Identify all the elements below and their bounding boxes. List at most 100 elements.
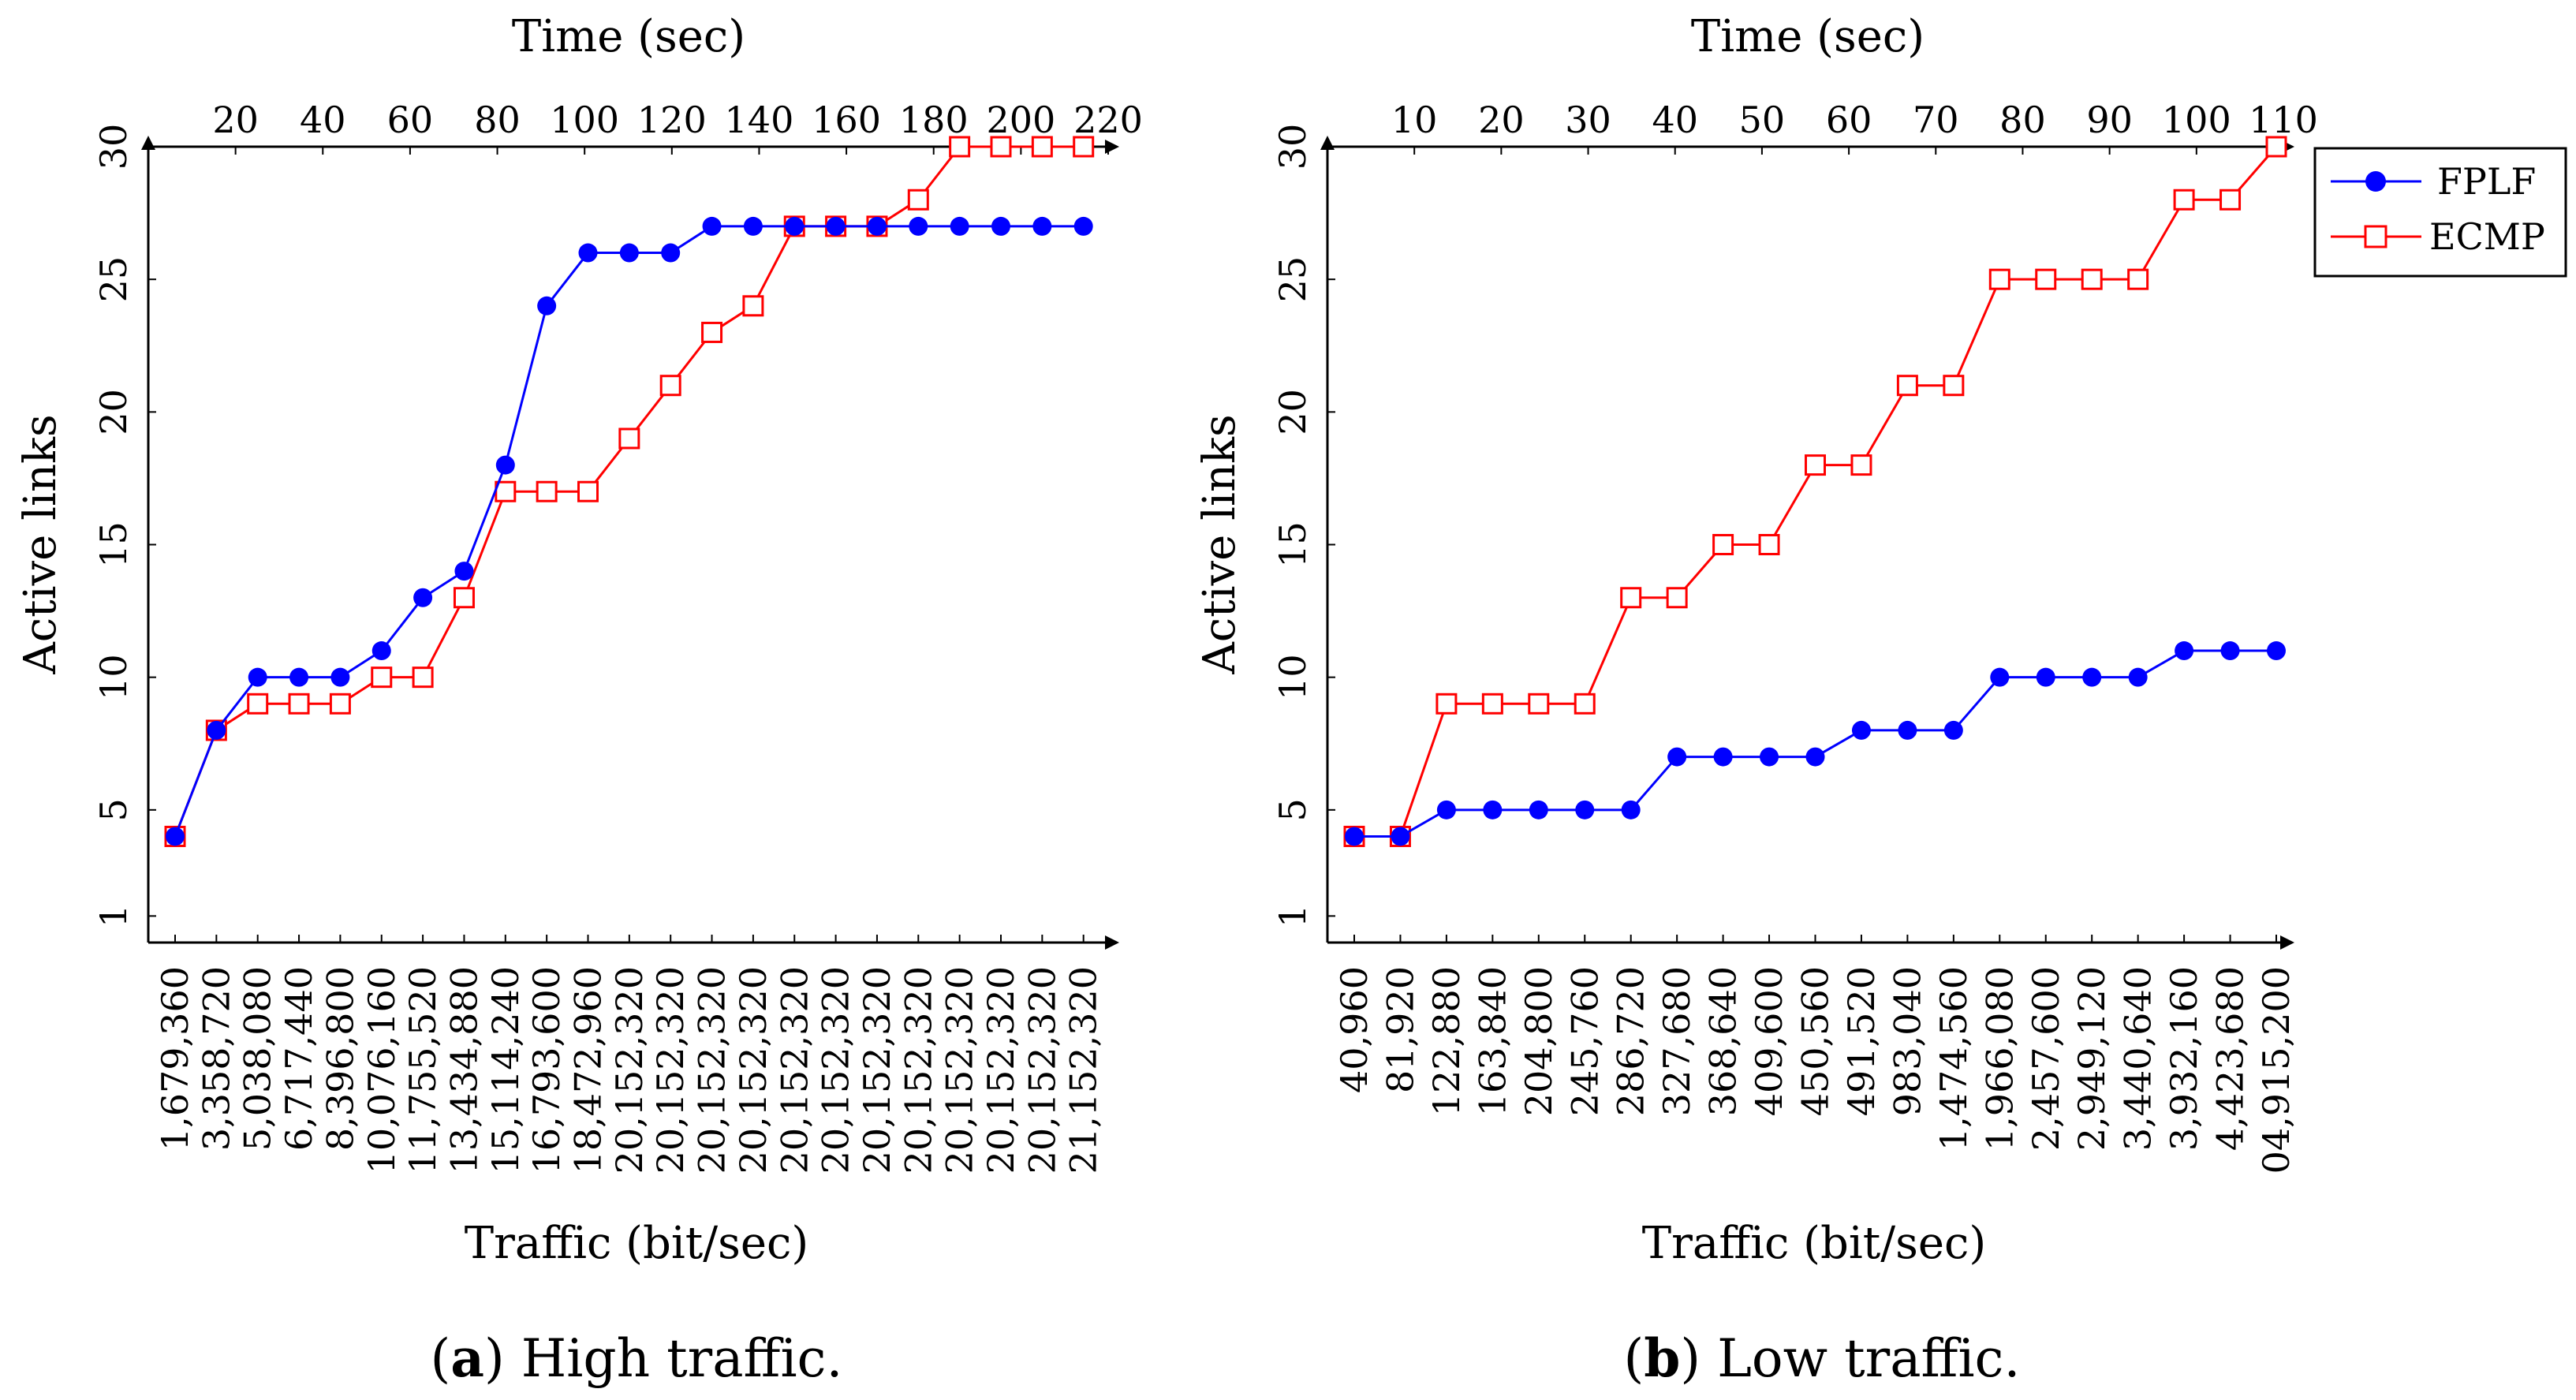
legend-ecmp-label: ECMP	[2429, 215, 2545, 258]
chart-a-top-axis-arrow	[1105, 140, 1119, 154]
chart-b-fplf-point	[1621, 800, 1641, 819]
chart-b-ecmp-point	[1574, 693, 1596, 715]
chart-a-ecmp-point	[742, 295, 764, 317]
chart-b-fplf-point	[1667, 747, 1687, 767]
chart-a-ecmp-point	[453, 587, 475, 609]
chart-b-ytick-label: 10	[1271, 654, 1314, 700]
chart-a-top-tick-label: 60	[387, 99, 434, 141]
chart-a-fplf-point	[661, 243, 681, 263]
chart-b-xtick-label: 286,720	[1610, 966, 1652, 1116]
legend-fplf-label: FPLF	[2437, 160, 2536, 203]
chart-a-xtick-label: 20,152,320	[856, 966, 898, 1174]
chart-a-xtick-label: 16,793,600	[525, 966, 568, 1174]
chart-b-fplf-point	[1943, 720, 1963, 740]
chart-a-ecmp-point	[1031, 136, 1053, 158]
chart-b-fplf-point	[1851, 720, 1871, 740]
chart-a-ytick-label: 20	[92, 389, 135, 435]
chart-a-xtick-label: 8,396,800	[319, 966, 361, 1151]
chart-a-ecmp-point	[659, 375, 681, 397]
chart-a-ecmp-point	[1073, 136, 1095, 158]
chart-b-top-tick-label: 50	[1739, 99, 1786, 141]
chart-a-xtick-label: 13,434,880	[442, 966, 485, 1174]
chart-a-top-tick-label: 100	[550, 99, 619, 141]
chart-a-ytick-label: 25	[92, 256, 135, 303]
chart-b-top-tick-label: 70	[1913, 99, 1959, 141]
chart-b-top-tick-label: 110	[2249, 99, 2318, 141]
chart-b-fplf-point	[1391, 827, 1410, 846]
chart-a-top-tick-label: 80	[474, 99, 521, 141]
chart-a-xtick-label: 20,152,320	[773, 966, 816, 1174]
chart-b-top-tick-label: 90	[2086, 99, 2133, 141]
chart-a-ytick-label: 5	[92, 798, 135, 821]
chart-b-fplf-point	[1345, 827, 1364, 846]
chart-a-top-tick-label: 160	[812, 99, 881, 141]
chart-a-top-tick-label: 120	[637, 99, 707, 141]
chart-a-xtick-label: 20,152,320	[608, 966, 651, 1174]
chart-a-top-xlabel: Time (sec)	[512, 11, 745, 62]
chart-b-xtick-label: 1,966,080	[1978, 966, 2021, 1151]
chart-a-fplf-point	[578, 243, 598, 263]
chart-a-xtick-label: 20,152,320	[691, 966, 734, 1174]
chart-a-top-tick-label: 200	[986, 99, 1055, 141]
chart-b-fplf-point	[2267, 641, 2286, 661]
chart-a-fplf-point	[207, 720, 226, 740]
chart-b-xtick-label: 983,040	[1886, 966, 1928, 1116]
chart-a-fplf-point	[371, 641, 391, 661]
chart-a-ecmp-point	[577, 480, 599, 502]
chart-a-fplf-point	[826, 216, 846, 236]
chart-a-ytick-label: 1	[92, 905, 135, 928]
chart-a-xtick-label: 20,152,320	[649, 966, 692, 1174]
chart-b-fplf-point	[1898, 720, 1917, 740]
chart-b-series-ecmp-line	[1354, 146, 2278, 838]
chart-b-xtick-label: 204,800	[1518, 966, 1560, 1116]
chart-a-fplf-point	[1032, 216, 1052, 236]
chart-a-xtick-label: 11,755,520	[401, 966, 444, 1174]
chart-a-xtick-label: 20,152,320	[815, 966, 857, 1174]
chart-b-xtick-label: 1,474,560	[1932, 966, 1975, 1151]
chart-b-ecmp-point	[2173, 189, 2195, 211]
chart-a-xtick-label: 10,076,160	[360, 966, 403, 1174]
chart-a-xtick-label: 1,679,360	[154, 966, 196, 1151]
chart-b-top-tick-label: 30	[1565, 99, 1611, 141]
chart-b-xtick-label: 3,932,160	[2163, 966, 2205, 1151]
chart-a-top-tick-label: 180	[899, 99, 969, 141]
chart-b-fplf-point	[1529, 800, 1548, 819]
chart-a-fplf-point	[537, 296, 557, 315]
chart-b-ecmp-point	[1666, 587, 1688, 609]
chart-b-ytick-label: 5	[1271, 798, 1314, 821]
chart-a-xtick-label: 20,152,320	[732, 966, 775, 1174]
chart-b-ecmp-point	[1620, 587, 1642, 609]
chart-a-fplf-point	[909, 216, 928, 236]
chart-a-fplf-point	[454, 562, 474, 581]
chart-b-top-tick-label: 10	[1391, 99, 1438, 141]
chart-b-xtick-label: 409,600	[1748, 966, 1790, 1116]
chart-a-ecmp-point	[536, 480, 558, 502]
chart-b-xtick-label: 40,960	[1333, 966, 1376, 1093]
chart-b-ecmp-point	[2265, 136, 2287, 158]
chart-a-ytick-label: 15	[92, 521, 135, 568]
chart-b-ytick-label: 1	[1271, 905, 1314, 928]
chart-b-ecmp-point	[2219, 189, 2242, 211]
chart-a-fplf-point	[166, 827, 185, 846]
chart-b-ecmp-point	[2035, 268, 2057, 290]
chart-b-top-xlabel: Time (sec)	[1691, 11, 1925, 62]
chart-a-fplf-point	[330, 667, 350, 687]
chart-b-x-axis-arrow	[2280, 935, 2294, 950]
chart-b-top-tick-label: 20	[1478, 99, 1525, 141]
chart-b-ytick-label: 20	[1271, 389, 1314, 435]
chart-a-fplf-point	[950, 216, 969, 236]
chart-a-xlabel: Traffic (bit/sec)	[465, 1218, 808, 1269]
chart-a-ecmp-point	[288, 693, 310, 715]
chart-a-xtick-label: 20,152,320	[897, 966, 939, 1174]
chart-a-ecmp-point	[247, 693, 269, 715]
chart-a-top-tick-label: 220	[1073, 99, 1143, 141]
chart-a-fplf-point	[1073, 216, 1093, 236]
chart-a-xtick-label: 18,472,960	[567, 966, 610, 1174]
chart-b-fplf-point	[1760, 747, 1779, 767]
chart-b-xtick-label: 450,560	[1794, 966, 1837, 1116]
chart-a-ylabel: Active links	[15, 414, 66, 674]
chart-a-ecmp-point	[371, 666, 393, 689]
chart-b-ecmp-point	[2127, 268, 2149, 290]
